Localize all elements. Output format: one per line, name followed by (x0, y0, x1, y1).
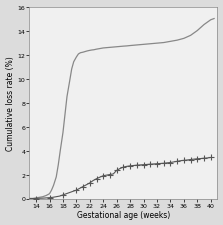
X-axis label: Gestational age (weeks): Gestational age (weeks) (77, 211, 170, 219)
Y-axis label: Cumulative loss rate (%): Cumulative loss rate (%) (6, 56, 14, 150)
